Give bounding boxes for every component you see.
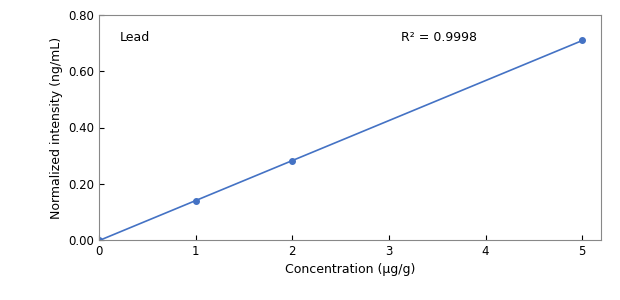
X-axis label: Concentration (µg/g): Concentration (µg/g) bbox=[285, 263, 415, 276]
Text: Lead: Lead bbox=[119, 31, 149, 44]
Y-axis label: Normalized intensity (ng/mL): Normalized intensity (ng/mL) bbox=[50, 36, 63, 219]
Text: R² = 0.9998: R² = 0.9998 bbox=[401, 31, 477, 44]
